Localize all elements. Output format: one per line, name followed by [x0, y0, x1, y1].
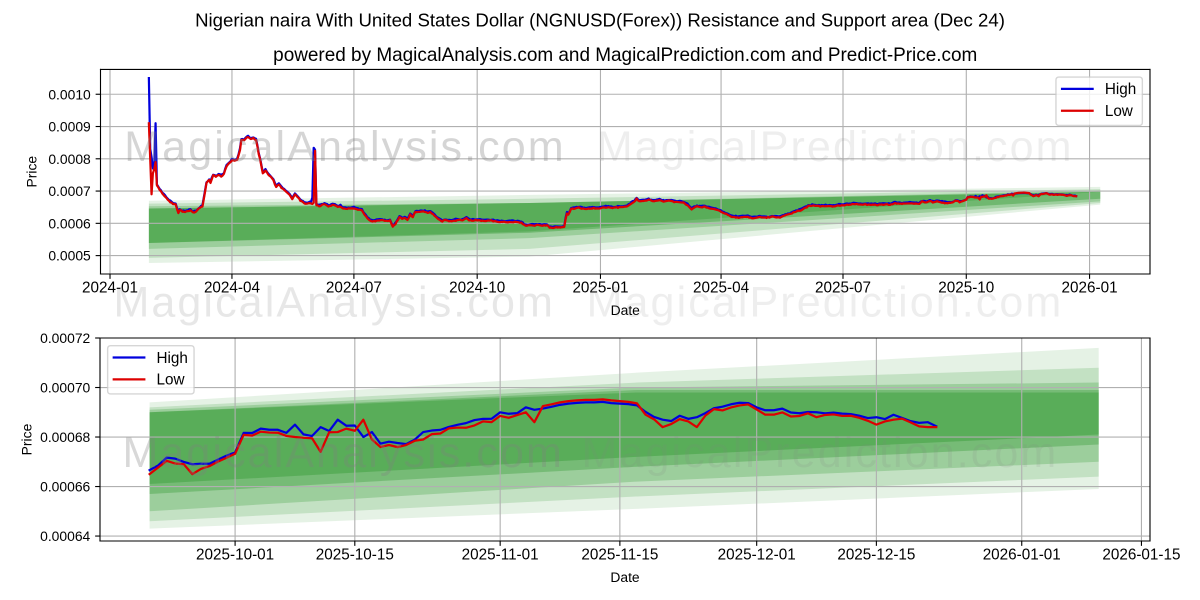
svg-text:Price: Price	[19, 423, 35, 455]
svg-text:2025-01: 2025-01	[572, 280, 628, 297]
svg-text:0.0005: 0.0005	[48, 248, 91, 264]
svg-text:2025-11-01: 2025-11-01	[462, 547, 539, 564]
svg-text:2025-07: 2025-07	[815, 280, 871, 297]
svg-text:0.0008: 0.0008	[48, 151, 91, 167]
svg-text:0.0009: 0.0009	[48, 119, 91, 135]
svg-text:MagicalPrediction.com: MagicalPrediction.com	[597, 123, 1074, 171]
svg-text:2026-01: 2026-01	[1062, 280, 1118, 297]
svg-text:MagicalPrediction.com: MagicalPrediction.com	[587, 279, 1064, 327]
svg-text:2025-10: 2025-10	[938, 280, 994, 297]
svg-text:2025-12-15: 2025-12-15	[837, 547, 915, 564]
svg-text:0.00072: 0.00072	[40, 330, 90, 346]
svg-text:MagicalPrediction.com: MagicalPrediction.com	[582, 429, 1059, 477]
svg-text:0.00070: 0.00070	[40, 380, 90, 396]
svg-text:High: High	[1105, 81, 1136, 98]
svg-text:2024-04: 2024-04	[204, 280, 261, 297]
svg-text:2024-07: 2024-07	[326, 280, 382, 297]
svg-text:Price: Price	[23, 156, 39, 188]
svg-text:powered by MagicalAnalysis.com: powered by MagicalAnalysis.com and Magic…	[273, 45, 977, 66]
svg-text:0.00064: 0.00064	[40, 528, 90, 544]
svg-text:2025-10-01: 2025-10-01	[196, 547, 274, 564]
svg-text:2025-04: 2025-04	[693, 280, 750, 297]
svg-text:Nigerian naira With United Sta: Nigerian naira With United States Dollar…	[195, 9, 1005, 30]
svg-text:2024-10: 2024-10	[449, 280, 505, 297]
svg-text:0.0007: 0.0007	[48, 183, 91, 199]
svg-text:2025-11-15: 2025-11-15	[581, 547, 658, 564]
svg-text:2025-10-15: 2025-10-15	[316, 547, 394, 564]
svg-text:Date: Date	[611, 302, 641, 318]
svg-text:MagicalAnalysis.com: MagicalAnalysis.com	[113, 279, 555, 327]
svg-text:2025-12-01: 2025-12-01	[718, 547, 796, 564]
svg-text:High: High	[157, 350, 188, 367]
svg-text:Low: Low	[1105, 103, 1134, 120]
svg-text:2026-01-01: 2026-01-01	[983, 547, 1061, 564]
svg-text:Low: Low	[157, 372, 186, 389]
svg-text:MagicalAnalysis.com: MagicalAnalysis.com	[122, 429, 564, 477]
svg-text:0.0006: 0.0006	[48, 215, 91, 231]
svg-text:0.0010: 0.0010	[48, 86, 91, 102]
svg-text:2024-01: 2024-01	[82, 280, 138, 297]
svg-text:0.00066: 0.00066	[40, 479, 90, 495]
svg-text:0.00068: 0.00068	[40, 429, 90, 445]
svg-text:MagicalAnalysis.com: MagicalAnalysis.com	[124, 123, 566, 171]
svg-text:2026-01-15: 2026-01-15	[1102, 547, 1180, 564]
svg-text:Date: Date	[610, 569, 640, 585]
